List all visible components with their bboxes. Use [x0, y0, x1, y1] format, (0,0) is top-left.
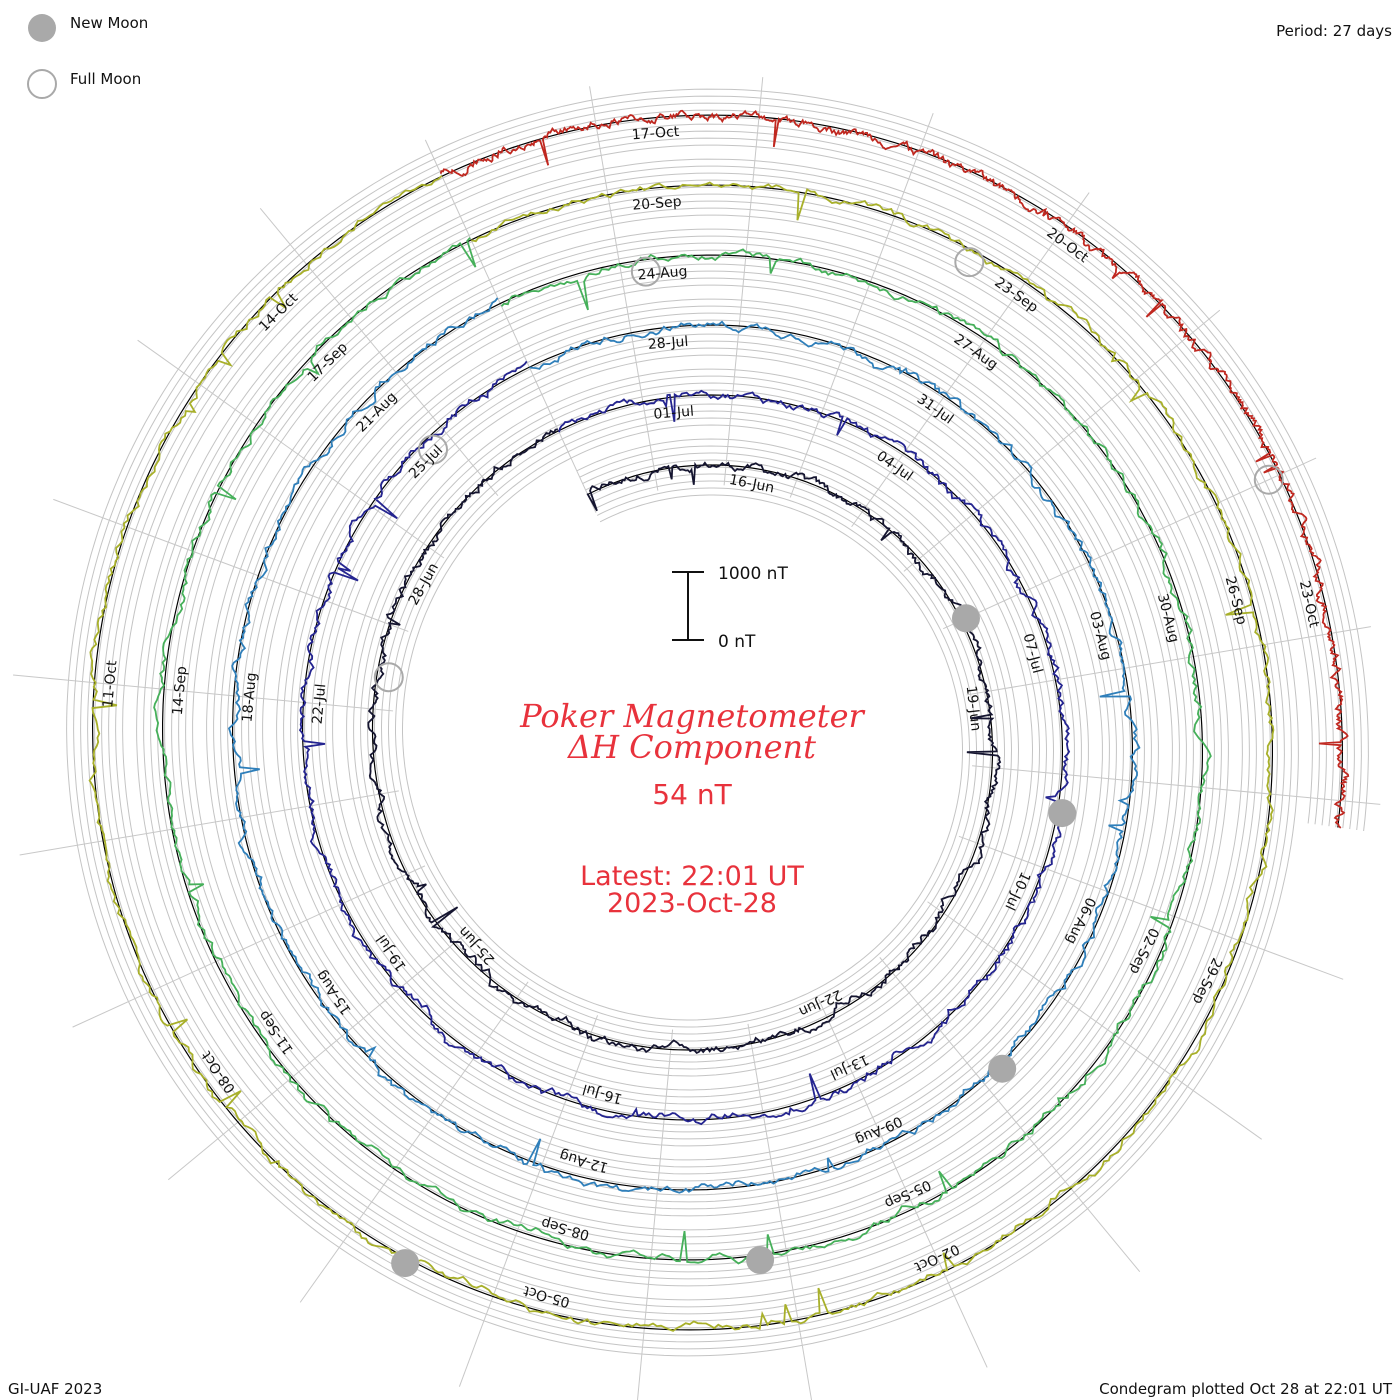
- full-moon-marker: [418, 434, 449, 465]
- spoke: [53, 498, 409, 632]
- grid-ring: [73, 95, 1362, 1350]
- grid-ring: [66, 88, 1369, 1357]
- grid-ring: [115, 137, 1320, 1308]
- moon-markers: [373, 247, 1284, 1278]
- new-moon-marker: [988, 1054, 1017, 1083]
- date-label: 09-Aug: [853, 1113, 905, 1148]
- full-moon-marker: [630, 256, 661, 287]
- spoke: [903, 309, 1221, 572]
- date-label: 31-Jul: [914, 391, 956, 428]
- date-label: 11-Sep: [256, 1007, 297, 1057]
- date-label: 17-Oct: [631, 124, 680, 143]
- series-line-1: [367, 428, 1002, 1054]
- grid-ring: [122, 144, 1313, 1301]
- date-label: 02-Oct: [911, 1240, 961, 1275]
- spoke: [637, 1029, 674, 1400]
- spoke: [72, 865, 426, 1028]
- series-line-5: [88, 175, 1275, 1332]
- grid-rings: [66, 88, 1369, 1357]
- spoke: [943, 457, 1317, 630]
- series-line-2: [298, 360, 1071, 1126]
- chart-subtitle: ΔH Component: [566, 728, 816, 766]
- new-moon-legend-label: New Moon: [70, 14, 148, 32]
- date-label: 11-Oct: [100, 659, 120, 708]
- series-line-3: [227, 297, 1141, 1194]
- date-label: 24-Aug: [637, 264, 688, 284]
- footer-plot-time: Condegram plotted Oct 28 at 22:01 UT: [1099, 1380, 1392, 1398]
- grid-ring: [101, 123, 1334, 1322]
- scale-bar-bottom-label: 0 nT: [718, 632, 756, 652]
- grid-ring: [80, 102, 1355, 1343]
- spoke: [972, 765, 1381, 805]
- date-label: 22-Jul: [310, 683, 330, 725]
- latest-time: Latest: 22:01 UT: [580, 861, 804, 892]
- radial-spokes: [13, 77, 1381, 1400]
- spoke: [966, 626, 1371, 696]
- full-moon-marker: [1253, 464, 1284, 495]
- spoke: [723, 77, 764, 486]
- date-label: 13-Jul: [828, 1051, 872, 1082]
- grid-ring: [108, 130, 1327, 1315]
- date-label: 19-Jun: [963, 685, 984, 732]
- spoke: [747, 1023, 813, 1400]
- new-moon-legend-icon: [28, 14, 56, 42]
- data-series: [88, 109, 1350, 1332]
- spoke: [424, 139, 597, 513]
- full-moon-marker: [954, 247, 985, 278]
- series-line-6: [439, 109, 1350, 829]
- date-label: 04-Jul: [873, 448, 915, 485]
- scale-bar-top-label: 1000 nT: [718, 564, 788, 584]
- spoke: [958, 835, 1344, 980]
- spoke: [789, 113, 934, 498]
- spoke: [19, 790, 399, 856]
- spoke: [13, 674, 394, 712]
- date-label: 23-Oct: [1296, 579, 1322, 629]
- date-label: 19-Jul: [374, 931, 410, 973]
- date-label: 21-Aug: [354, 389, 401, 435]
- new-moon-marker: [391, 1249, 420, 1278]
- spoke: [851, 192, 1090, 528]
- grid-ring: [87, 109, 1348, 1336]
- date-label: 20-Sep: [632, 194, 682, 214]
- spoke: [299, 981, 529, 1303]
- date-label: 01-Jul: [653, 404, 695, 423]
- date-label: 18-Aug: [239, 672, 260, 723]
- new-moon-marker: [951, 604, 980, 633]
- chart-title: Poker Magnetometer: [519, 697, 865, 735]
- date-label: 07-Jul: [1020, 632, 1046, 675]
- full-moon-legend-label: Full Moon: [70, 70, 141, 88]
- spoke: [137, 339, 445, 559]
- spoke: [589, 86, 659, 491]
- footer-credit: GI-UAF 2023: [8, 1380, 103, 1398]
- new-moon-marker: [1048, 799, 1077, 828]
- current-value: 54 nT: [652, 778, 732, 811]
- date-label: 02-Sep: [1126, 925, 1162, 976]
- spoke: [259, 207, 499, 496]
- date-label: 16-Jul: [581, 1080, 624, 1106]
- date-label: 06-Aug: [1063, 895, 1099, 947]
- spoke: [879, 957, 1141, 1273]
- period-label: Period: 27 days: [1276, 22, 1392, 40]
- date-label: 28-Jul: [647, 334, 689, 353]
- spoke: [927, 901, 1262, 1140]
- full-moon-legend-icon: [27, 69, 57, 99]
- scale-bar: 1000 nT 0 nT: [672, 564, 788, 652]
- date-label: 14-Sep: [170, 665, 191, 716]
- full-moon-marker: [373, 662, 404, 693]
- date-label: 16-Jun: [728, 472, 776, 497]
- spoke: [818, 998, 988, 1368]
- spoke: [458, 1015, 599, 1387]
- date-label: 23-Sep: [991, 274, 1041, 316]
- date-label: 22-Jun: [796, 986, 844, 1020]
- spoke: [167, 930, 470, 1181]
- latest-date: 2023-Oct-28: [607, 888, 777, 919]
- date-label: 29-Sep: [1189, 955, 1225, 1006]
- series-line-4: [153, 237, 1212, 1265]
- new-moon-marker: [746, 1246, 775, 1275]
